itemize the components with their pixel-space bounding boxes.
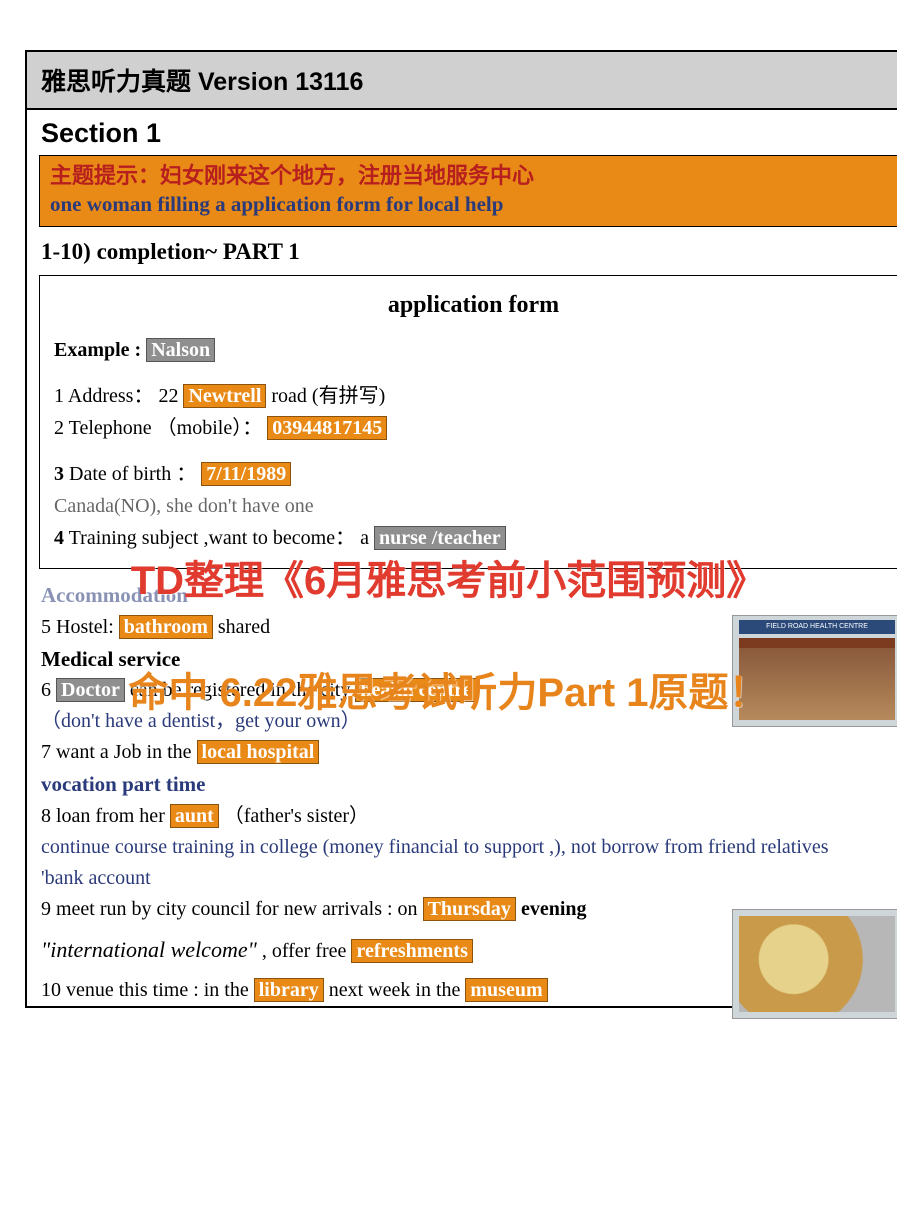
completion-title: 1-10) completion~ PART 1	[27, 227, 897, 271]
q3-pre-rest: Date of birth ：	[64, 463, 201, 485]
q6-answer2: health centre	[355, 678, 476, 702]
q1-pre: 1 Address： 22	[54, 385, 183, 407]
q2-answer: 03944817145	[267, 416, 387, 440]
q4-answer: nurse /teacher	[374, 526, 506, 550]
q9-answer: Thursday	[423, 897, 516, 921]
q2-line: 2 Telephone （mobile）： 03944817145	[54, 412, 893, 444]
theme-hint-en: one woman filling a application form for…	[50, 191, 897, 218]
q7-pre: 7 want a Job in the	[41, 741, 197, 763]
q5-pre: 5 Hostel:	[41, 616, 119, 638]
q8-line: 8 loan from her aunt （father's sister）	[41, 801, 897, 832]
q8-pre: 8 loan from her	[41, 805, 170, 827]
q8-answer: aunt	[170, 804, 219, 828]
theme-box: 主题提示：妇女刚来这个地方，注册当地服务中心 one woman filling…	[39, 155, 897, 227]
example-line: Example : Nalson	[54, 334, 893, 366]
q7-answer: local hospital	[197, 740, 320, 764]
q6-answer1: Doctor	[56, 678, 125, 702]
q9-pre: 9 meet run by city council for new arriv…	[41, 898, 423, 920]
theme-hint-cn: 主题提示：妇女刚来这个地方，注册当地服务中心	[50, 162, 897, 191]
below-form-content: FIELD ROAD HEALTH CENTRE Accommodation 5…	[41, 579, 897, 1006]
q9-post: evening	[516, 898, 587, 920]
q3-line: 3 Date of birth ： 7/11/1989	[54, 458, 893, 490]
continue-line: continue course training in college (mon…	[41, 832, 861, 894]
q4-line: 4 Training subject ,want to become： a nu…	[54, 522, 893, 554]
q5-post: shared	[213, 616, 270, 638]
health-centre-photo: FIELD ROAD HEALTH CENTRE	[732, 615, 897, 727]
section-title: Section 1	[27, 110, 897, 155]
example-label: Example :	[54, 339, 141, 361]
canada-line: Canada(NO), she don't have one	[54, 490, 893, 522]
page-frame: 雅思听力真题 Version 13116 Section 1 主题提示：妇女刚来…	[25, 50, 897, 1008]
intl-welcome: "international welcome"	[41, 937, 257, 962]
photo-sign-text: FIELD ROAD HEALTH CENTRE	[766, 622, 868, 633]
q2-pre: 2 Telephone （mobile）：	[54, 417, 267, 439]
application-form-box: application form Example : Nalson 1 Addr…	[39, 275, 897, 569]
q3-answer: 7/11/1989	[201, 462, 291, 486]
q6-mid: can be registered in the city	[125, 679, 355, 701]
accommodation-heading: Accommodation	[41, 579, 897, 612]
vocation-heading: vocation part time	[41, 768, 897, 801]
q6-pre: 6	[41, 679, 56, 701]
intl-answer: refreshments	[351, 939, 472, 963]
q10-mid: next week in the	[324, 979, 466, 1001]
q4-pre-rest: Training subject ,want to become： a	[64, 527, 374, 549]
q1-answer: Newtrell	[183, 384, 266, 408]
q7-line: 7 want a Job in the local hospital	[41, 737, 897, 768]
q1-line: 1 Address： 22 Newtrell road (有拼写)	[54, 380, 893, 412]
header-title: 雅思听力真题 Version 13116	[27, 52, 897, 110]
q8-post: （father's sister）	[219, 805, 369, 827]
q10-answer2: museum	[465, 978, 547, 1002]
intl-mid: , offer free	[257, 940, 352, 962]
q1-post: road (有拼写)	[266, 385, 385, 407]
q10-pre: 10 venue this time : in the	[41, 979, 254, 1001]
refreshments-photo	[732, 909, 897, 1019]
example-answer: Nalson	[146, 338, 215, 362]
form-title: application form	[54, 286, 893, 324]
q5-answer: bathroom	[119, 615, 213, 639]
q10-answer1: library	[254, 978, 324, 1002]
